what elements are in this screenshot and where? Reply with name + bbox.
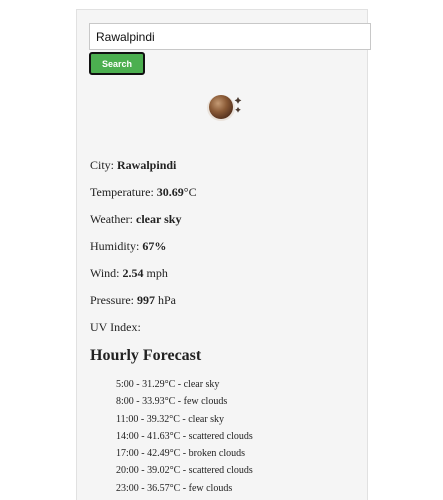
hourly-forecast-title: Hourly Forecast xyxy=(90,347,202,364)
temperature-unit: °C xyxy=(183,185,197,199)
pressure-value: 997 xyxy=(137,293,155,307)
hourly-forecast-item: 17:00 - 42.49°C - broken clouds xyxy=(116,448,245,460)
city-value: Rawalpindi xyxy=(117,158,177,172)
pressure-row: Pressure: 997 hPa xyxy=(90,293,176,307)
search-button[interactable]: Search xyxy=(89,52,145,75)
humidity-label: Humidity: xyxy=(90,239,140,253)
temperature-row: Temperature: 30.69°C xyxy=(90,185,197,199)
temperature-value: 30.69 xyxy=(156,185,184,199)
city-label: City: xyxy=(90,158,115,172)
hourly-forecast-item: 5:00 - 31.29°C - clear sky xyxy=(116,379,220,390)
city-search-input[interactable] xyxy=(89,23,371,50)
clear-sky-night-icon xyxy=(207,95,242,121)
weather-label: Weather: xyxy=(90,212,134,226)
wind-value: 2.54 xyxy=(122,266,144,280)
uv-index-label: UV Index: xyxy=(90,320,141,334)
wind-label: Wind: xyxy=(90,266,120,280)
weather-description: clear sky xyxy=(136,212,182,226)
weather-row: Weather: clear sky xyxy=(90,212,181,226)
temperature-label: Temperature: xyxy=(90,185,154,199)
uv-index-row: UV Index: xyxy=(90,320,141,334)
humidity-row: Humidity: 67% xyxy=(90,239,166,253)
humidity-value: 67% xyxy=(142,239,167,253)
hourly-forecast-item: 11:00 - 39.32°C - clear sky xyxy=(116,413,225,425)
wind-row: Wind: 2.54 mph xyxy=(90,266,168,280)
hourly-forecast-list: 5:00 - 31.29°C - clear sky 8:00 - 33.93°… xyxy=(116,376,253,497)
pressure-unit: hPa xyxy=(158,293,176,307)
pressure-label: Pressure: xyxy=(90,293,134,307)
wind-unit: mph xyxy=(146,266,168,280)
hourly-forecast-item: 20:00 - 39.02°C - scattered clouds xyxy=(116,465,253,477)
hourly-forecast-item: 23:00 - 36.57°C - few clouds xyxy=(116,482,233,494)
city-row: City: Rawalpindi xyxy=(90,158,176,172)
hourly-forecast-item: 14:00 - 41.63°C - scattered clouds xyxy=(116,430,253,442)
weather-panel: Search City: Rawalpindi Temperature: 30.… xyxy=(76,9,371,500)
hourly-forecast-item: 8:00 - 33.93°C - few clouds xyxy=(116,396,228,408)
